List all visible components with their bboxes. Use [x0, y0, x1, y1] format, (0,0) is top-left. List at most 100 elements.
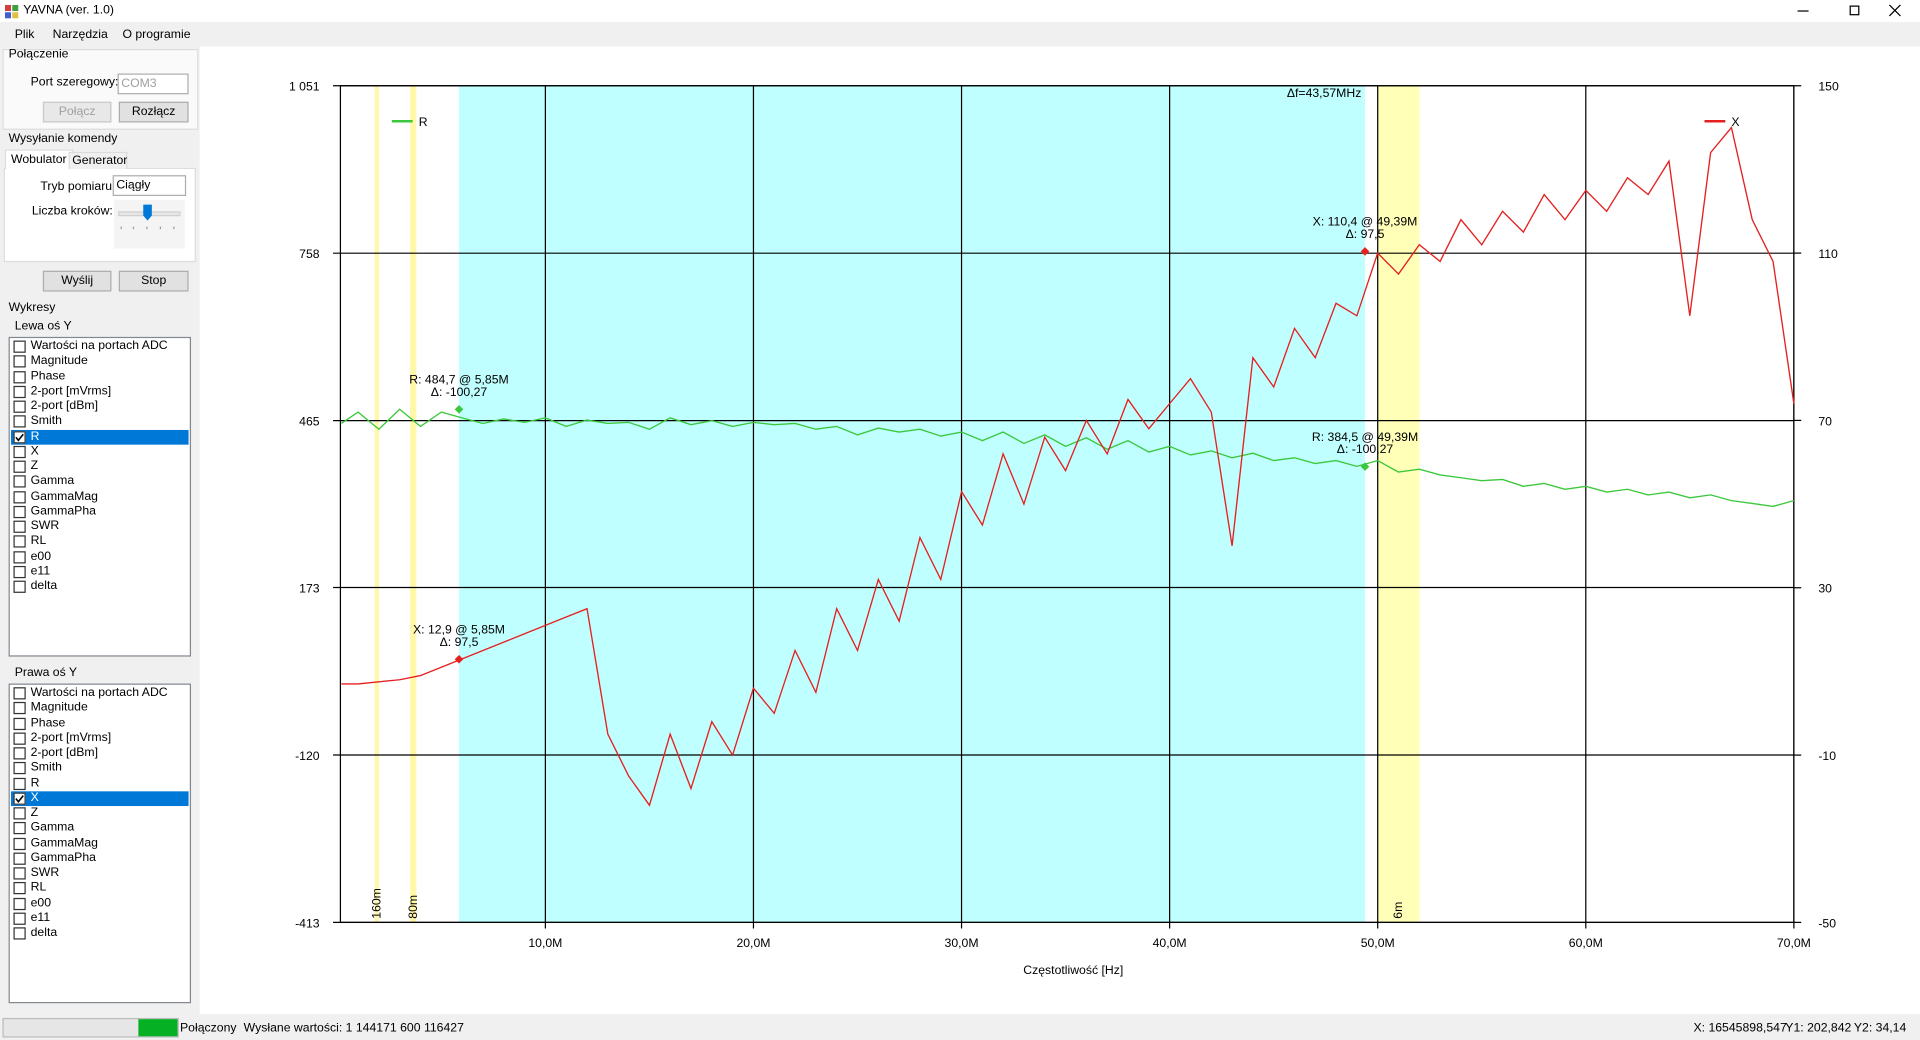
disconnect-button[interactable]: Rozłącz: [118, 101, 189, 123]
checkbox[interactable]: [13, 385, 26, 398]
checkbox[interactable]: [13, 565, 26, 578]
list-item[interactable]: e00: [11, 896, 189, 911]
list-item[interactable]: e11: [11, 564, 189, 579]
checkbox[interactable]: [13, 792, 26, 805]
item-label: e11: [30, 564, 51, 578]
list-item[interactable]: GammaPha: [11, 851, 189, 866]
checkbox[interactable]: [13, 490, 26, 503]
menu-item[interactable]: Narzędzia: [52, 28, 108, 42]
status-y1: Y1: 202,842: [1785, 1021, 1852, 1036]
checkbox[interactable]: [13, 580, 26, 593]
tab[interactable]: Wobulator: [4, 149, 74, 170]
item-label: e00: [30, 549, 52, 563]
checkbox[interactable]: [13, 717, 26, 730]
checkbox[interactable]: [13, 520, 26, 533]
connect-button[interactable]: Połącz: [42, 101, 112, 123]
list-item[interactable]: Wartości na portach ADC: [11, 686, 189, 701]
list-item[interactable]: Phase: [11, 369, 189, 384]
checkbox[interactable]: [13, 747, 26, 760]
checkbox[interactable]: [13, 415, 26, 428]
list-item[interactable]: Magnitude: [11, 354, 189, 369]
list-item[interactable]: 2-port [dBm]: [11, 746, 189, 761]
restore-button[interactable]: [1849, 5, 1860, 16]
checkbox[interactable]: [13, 340, 26, 353]
mode-combo[interactable]: Ciągły: [112, 175, 187, 196]
list-item[interactable]: RL: [11, 881, 189, 896]
checkbox[interactable]: [13, 550, 26, 563]
group-title: Wysyłanie komendy: [8, 132, 118, 146]
item-label: e00: [30, 896, 52, 910]
left-axis-list: Wartości na portach ADC Magnitude Phase 2-p…: [8, 336, 192, 657]
list-item[interactable]: 2-port [dBm]: [11, 399, 189, 414]
list-item[interactable]: delta: [11, 579, 189, 594]
menu-item[interactable]: Plik: [14, 28, 35, 42]
list-item[interactable]: 2-port [mVrms]: [11, 731, 189, 746]
list-item[interactable]: SWR: [11, 519, 189, 534]
list-item[interactable]: Phase: [11, 716, 189, 731]
checkbox[interactable]: [13, 882, 26, 895]
item-label: Phase: [30, 369, 66, 383]
checkbox[interactable]: [13, 430, 26, 443]
list-item[interactable]: Smith: [11, 414, 189, 429]
list-item[interactable]: GammaPha: [11, 504, 189, 519]
checkbox[interactable]: [13, 370, 26, 383]
checkbox[interactable]: [13, 535, 26, 548]
send-button[interactable]: Wyślij: [42, 270, 112, 292]
steps-slider[interactable]: [113, 199, 185, 249]
checkbox[interactable]: [13, 822, 26, 835]
y-tick-label: 1 051: [289, 80, 320, 94]
tab[interactable]: Generator: [68, 151, 127, 170]
list-item[interactable]: X: [11, 444, 189, 459]
list-item[interactable]: Magnitude: [11, 701, 189, 716]
checkbox[interactable]: [13, 912, 26, 925]
checkbox[interactable]: [13, 867, 26, 880]
list-item[interactable]: Smith: [11, 761, 189, 776]
plot-frame: [339, 85, 1795, 924]
checkbox[interactable]: [13, 852, 26, 865]
checkbox[interactable]: [13, 837, 26, 850]
checkbox[interactable]: [13, 702, 26, 715]
y-tick-label: 758: [299, 247, 320, 261]
list-item[interactable]: Gamma: [11, 821, 189, 836]
close-button[interactable]: [1888, 4, 1901, 17]
checkbox[interactable]: [13, 445, 26, 458]
item-label: GammaMag: [30, 836, 98, 850]
y-tick-label: 173: [299, 581, 320, 595]
list-item[interactable]: X: [11, 791, 189, 806]
checkbox[interactable]: [13, 460, 26, 473]
checkbox[interactable]: [13, 762, 26, 775]
marker-delta: Δ: 97,5: [1346, 227, 1385, 241]
list-item[interactable]: RL: [11, 534, 189, 549]
menu-item[interactable]: O programie: [122, 28, 191, 42]
checkbox[interactable]: [13, 897, 26, 910]
band-label: 80m: [406, 895, 420, 919]
list-item[interactable]: 2-port [mVrms]: [11, 384, 189, 399]
list-item[interactable]: R: [11, 429, 189, 445]
group-title: Lewa oś Y: [14, 319, 72, 334]
list-item[interactable]: GammaMag: [11, 489, 189, 504]
checkbox[interactable]: [13, 355, 26, 368]
checkbox[interactable]: [13, 777, 26, 790]
checkbox[interactable]: [13, 505, 26, 518]
item-label: e11: [30, 911, 51, 925]
checkbox[interactable]: [13, 400, 26, 413]
list-item[interactable]: delta: [11, 926, 189, 941]
checkbox[interactable]: [13, 927, 26, 940]
checkbox[interactable]: [13, 732, 26, 745]
checkbox[interactable]: [13, 807, 26, 820]
list-item[interactable]: Z: [11, 806, 189, 821]
list-item[interactable]: e11: [11, 911, 189, 926]
checkbox[interactable]: [13, 687, 26, 700]
list-item[interactable]: SWR: [11, 866, 189, 881]
list-item[interactable]: GammaMag: [11, 836, 189, 851]
stop-button[interactable]: Stop: [118, 270, 189, 292]
list-item[interactable]: R: [11, 776, 189, 791]
list-item[interactable]: Wartości na portach ADC: [11, 339, 189, 354]
list-item[interactable]: Z: [11, 459, 189, 474]
port-combo[interactable]: COM3: [117, 73, 189, 95]
checkbox[interactable]: [13, 475, 26, 488]
marker-label: R: 484,7 @ 5,85M: [409, 373, 508, 387]
list-item[interactable]: e00: [11, 549, 189, 564]
band-label: 160m: [369, 888, 383, 919]
list-item[interactable]: Gamma: [11, 474, 189, 489]
